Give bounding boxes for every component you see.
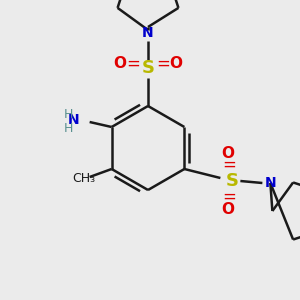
- Text: O: O: [221, 202, 234, 217]
- Text: =: =: [126, 55, 140, 73]
- Text: S: S: [226, 172, 239, 190]
- Text: =: =: [156, 55, 170, 73]
- Text: H: H: [64, 107, 73, 121]
- Text: N: N: [142, 26, 154, 40]
- Text: H: H: [64, 122, 73, 134]
- Text: O: O: [113, 56, 127, 70]
- Text: N: N: [68, 113, 80, 127]
- Text: CH₃: CH₃: [72, 172, 95, 185]
- Text: =: =: [222, 188, 236, 206]
- Text: =: =: [222, 156, 236, 174]
- Text: S: S: [142, 59, 154, 77]
- Text: N: N: [265, 176, 276, 190]
- Text: O: O: [221, 146, 234, 160]
- Text: O: O: [169, 56, 182, 70]
